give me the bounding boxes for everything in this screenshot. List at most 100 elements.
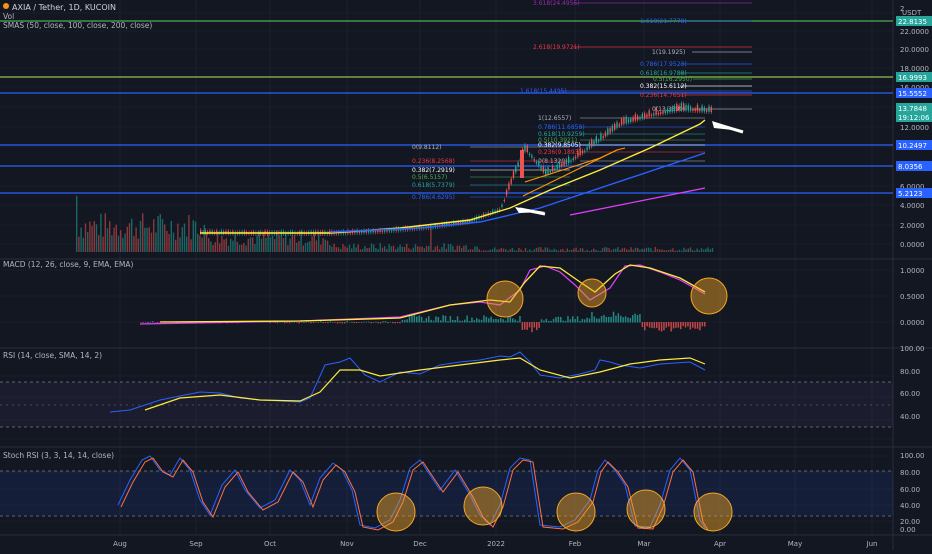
- symbol-title[interactable]: AXIA / Tether, 1D, KUCOIN: [12, 3, 116, 12]
- volume-bar: [439, 249, 441, 252]
- macd-hist-bar: [672, 322, 675, 329]
- macd-hist-bar: [147, 322, 149, 324]
- macd-hist-bar: [339, 322, 341, 324]
- candle-body: [708, 106, 710, 112]
- candle-body: [526, 145, 528, 152]
- volume-bar: [533, 249, 535, 252]
- rsi-pane: [0, 351, 893, 428]
- volume-bar: [656, 249, 659, 252]
- volume-bar: [401, 246, 403, 252]
- macd-hist-bar: [466, 315, 468, 323]
- macd-hist-bar: [377, 322, 380, 324]
- volume-indicator-label[interactable]: Vol: [3, 12, 14, 21]
- volume-bar: [395, 249, 397, 252]
- volume-bar: [456, 245, 458, 252]
- candle-body: [634, 114, 637, 121]
- candle-body: [354, 231, 356, 234]
- price-badge-label: 8.0356: [898, 163, 923, 171]
- stoch-rsi-label[interactable]: Stoch RSI (3, 3, 14, 14, close): [3, 451, 114, 460]
- macd-hist-bar: [372, 322, 375, 323]
- volume-bar: [181, 227, 183, 252]
- macd-hist-bar: [305, 321, 308, 323]
- volume-bar: [331, 246, 333, 252]
- volume-bar: [562, 248, 564, 252]
- candle-body: [611, 125, 614, 132]
- volume-bar: [100, 213, 102, 252]
- candle-body: [393, 228, 395, 231]
- macd-hist-bar: [428, 316, 430, 323]
- macd-hist-bar: [440, 320, 442, 323]
- volume-bar: [370, 243, 373, 252]
- volume-bar: [579, 248, 582, 252]
- volume-bar: [555, 249, 557, 252]
- volume-bar: [450, 244, 452, 252]
- volume-bar: [551, 250, 553, 252]
- macd-hist-bar: [495, 318, 497, 323]
- macd-hist-bar: [699, 322, 701, 331]
- sma-indicator-label[interactable]: SMAS (50, close, 100, close, 200, close): [3, 21, 152, 30]
- macd-hist-bar: [581, 318, 584, 323]
- stoch-k-line: [117, 455, 706, 529]
- volume-bar: [414, 244, 417, 252]
- price-badge-bg: [896, 140, 932, 150]
- time-axis[interactable]: Aug Sep Oct Nov Dec 2022 Feb Mar Apr May Jun: [113, 540, 877, 548]
- volume-bar: [582, 248, 584, 252]
- volume-bar: [115, 224, 117, 252]
- candle-body: [512, 171, 515, 178]
- candle-body: [400, 229, 402, 231]
- macd-hist-bar: [375, 321, 377, 323]
- volume-bar: [535, 247, 538, 252]
- volume-bar: [84, 223, 87, 252]
- macd-hist-bar: [615, 315, 617, 323]
- volume-bar: [177, 223, 179, 252]
- rsi-label[interactable]: RSI (14, close, SMA, 14, 2): [3, 351, 102, 360]
- macd-hist-bar: [682, 322, 684, 327]
- volume-bar: [148, 227, 150, 252]
- candle-body: [602, 136, 604, 139]
- highlight-circle-6: [626, 489, 666, 529]
- macd-hist-bar: [483, 315, 485, 323]
- macd-hist-bar: [358, 322, 360, 323]
- price-axis[interactable]: 22.000020.000018.000016.000014.000012.00…: [896, 5, 932, 534]
- macd-hist-bar: [382, 321, 384, 323]
- volume-bar: [260, 238, 263, 252]
- candle-body: [443, 223, 446, 226]
- time-label: Sep: [189, 540, 203, 548]
- volume-bar: [234, 234, 236, 252]
- macd-hist-bar: [310, 322, 312, 324]
- volume-bar: [696, 248, 698, 252]
- volume-bar: [650, 248, 652, 252]
- macd-hist-bar: [284, 322, 286, 324]
- volume-bar: [87, 232, 89, 252]
- volume-bar: [494, 247, 496, 252]
- volume-bar: [335, 247, 337, 252]
- candle-body: [494, 210, 496, 213]
- symbol-logo-icon: [3, 3, 9, 9]
- candle-body: [584, 150, 586, 152]
- macd-hist-bar: [461, 320, 464, 323]
- volume-bar: [364, 245, 366, 252]
- volume-bar: [221, 236, 223, 252]
- macd-label[interactable]: MACD (12, 26, close, 9, EMA, EMA): [3, 260, 133, 269]
- volume-bar: [667, 249, 670, 252]
- volume-bar: [606, 247, 608, 252]
- volume-bar: [694, 250, 696, 252]
- volume-bar: [566, 248, 568, 252]
- volume-bar: [626, 249, 628, 252]
- volume-bar: [322, 238, 324, 252]
- macd-hist-bar: [360, 322, 363, 323]
- macd-hist-bar: [675, 322, 677, 328]
- volume-bar: [485, 250, 487, 252]
- macd-hist-bar: [396, 322, 399, 324]
- macd-hist-bar: [639, 314, 641, 323]
- macd-hist-bar: [401, 319, 404, 323]
- candle-body: [225, 231, 227, 234]
- macd-hist-bar: [584, 319, 586, 323]
- volume-bar: [230, 238, 232, 252]
- price-badge-bg: [896, 188, 932, 198]
- macd-hist-bar: [632, 315, 634, 323]
- volume-bar: [285, 231, 287, 252]
